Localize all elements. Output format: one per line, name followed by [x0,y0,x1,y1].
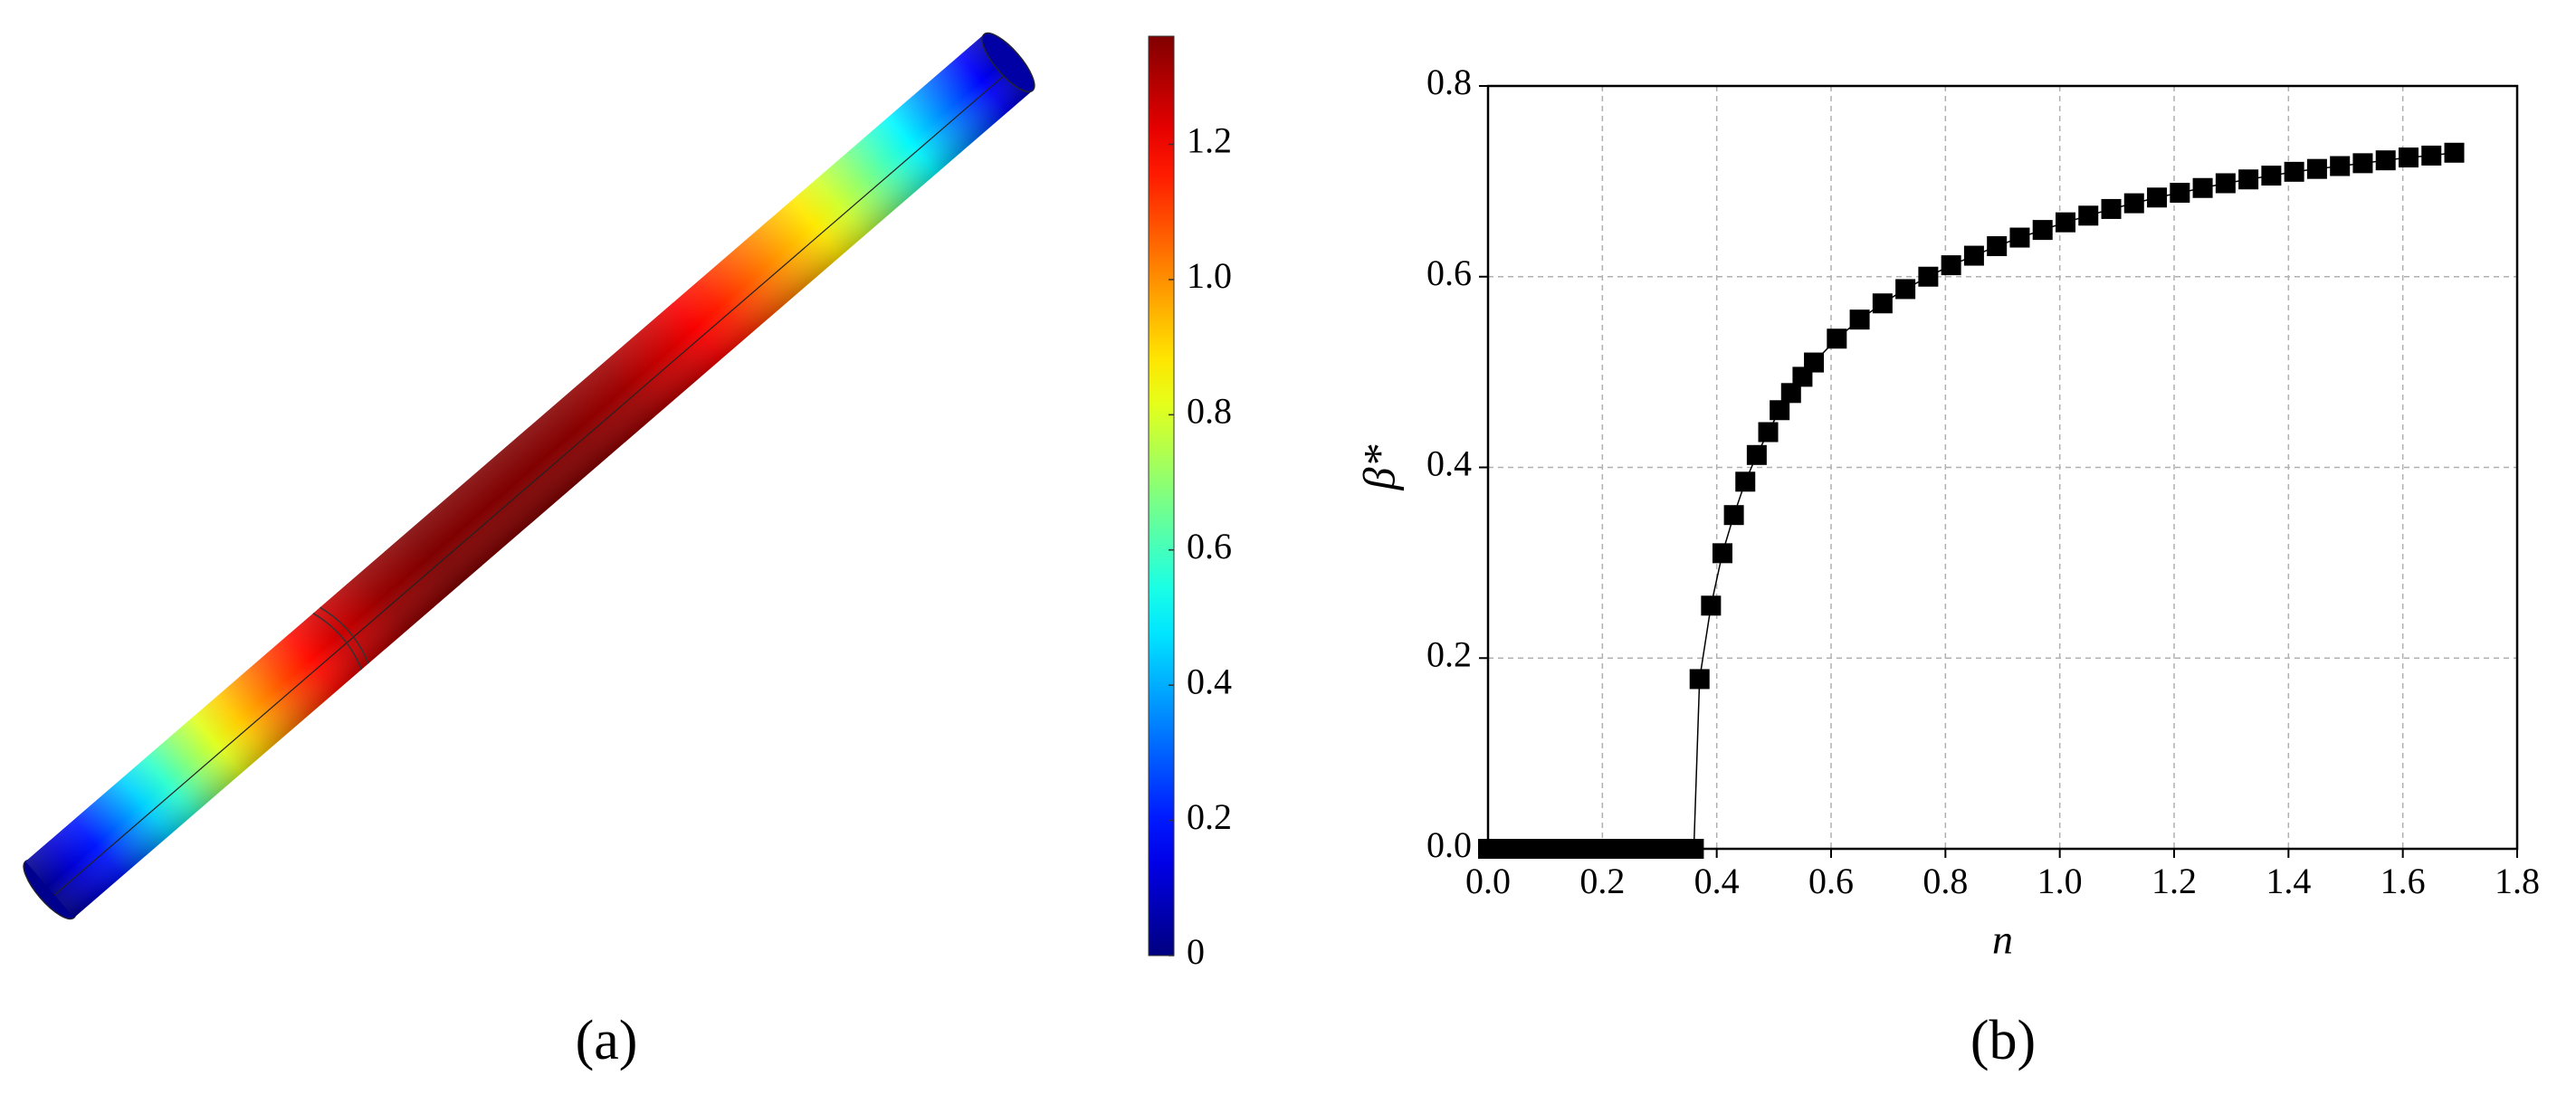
caption: (a) [576,1010,638,1071]
caption: (b) [1970,1010,2036,1071]
marker [2444,142,2465,163]
y-tick-label: 0.0 [1426,824,1472,865]
colorbar-tick-label: 0 [1187,931,1205,972]
marker [2238,169,2259,190]
marker [2123,193,2144,214]
marker [1963,245,1984,266]
rod-edge-line [53,67,1014,896]
marker [1804,352,1825,373]
marker [2398,148,2419,168]
marker [1827,328,1847,349]
rod-shading [25,33,1033,918]
marker [2170,183,2190,204]
rod-ring [312,606,369,671]
marker [2261,166,2282,186]
marker [2078,205,2099,226]
marker [1918,266,1939,287]
marker [2101,198,2122,219]
x-tick-label: 1.2 [2151,861,2197,901]
marker [2375,150,2396,171]
colorbar-tick-label: 0.4 [1187,661,1232,701]
y-tick-label: 0.2 [1426,633,1472,674]
marker [1780,383,1801,404]
marker [2352,153,2373,174]
y-tick-label: 0.6 [1426,252,1472,293]
x-tick-label: 0.0 [1465,861,1511,901]
colorbar [1148,35,1175,956]
marker [1689,669,1710,690]
marker [2215,173,2236,194]
marker [1987,236,2008,257]
marker [1895,279,1916,300]
marker [1770,400,1790,421]
y-tick-label: 0.4 [1426,443,1472,484]
x-tick-label: 1.8 [2495,861,2540,901]
marker [1941,255,1961,276]
marker [1712,543,1732,564]
x-tick-label: 1.6 [2380,861,2426,901]
marker [2055,212,2075,233]
colorbar-tick-label: 0.8 [1187,391,1232,432]
x-tick-label: 0.2 [1579,861,1625,901]
x-tick-label: 0.4 [1694,861,1740,901]
rod [23,32,1035,920]
x-axis-label: n [1992,917,2013,963]
marker [1723,505,1744,526]
marker [2330,156,2351,176]
marker [2284,161,2304,182]
x-tick-label: 1.4 [2266,861,2311,901]
marker [2032,220,2053,241]
marker [1758,422,1779,443]
plot-frame [1486,84,2519,851]
marker [2306,158,2327,179]
colorbar-tick-label: 1.0 [1187,255,1232,296]
marker [1735,471,1756,492]
marker [2147,187,2168,208]
colorbar-tick-label: 1.2 [1187,120,1232,161]
colorbar-tick-label: 0.6 [1187,526,1232,566]
rod-end-cap [981,32,1035,93]
marker [2009,227,2030,248]
x-tick-label: 1.0 [2037,861,2083,901]
x-tick-label: 0.8 [1922,861,1968,901]
marker [1701,595,1722,616]
marker [2421,145,2442,166]
colorbar-tick-label: 0.2 [1187,796,1232,837]
marker [1872,293,1893,314]
marker [1746,444,1767,465]
y-axis-label: β* [1353,445,1404,491]
marker [1684,839,1704,859]
y-tick-label: 0.8 [1426,62,1472,102]
marker [2192,177,2213,198]
marker [1849,309,1870,330]
x-tick-label: 0.6 [1808,861,1854,901]
